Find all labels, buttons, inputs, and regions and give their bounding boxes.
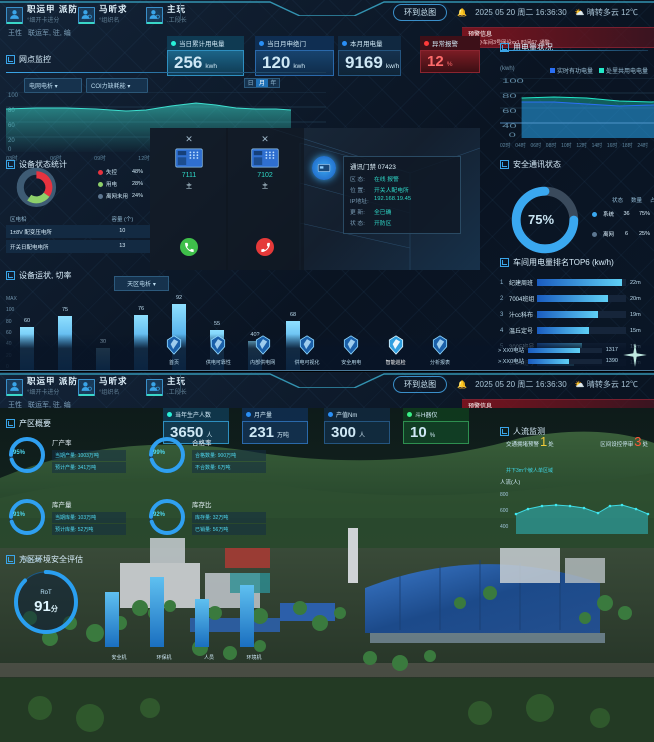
svg-text:100: 100 [502, 78, 524, 85]
svg-text:0: 0 [509, 132, 517, 138]
svg-text:60: 60 [502, 108, 517, 115]
svg-text:400: 400 [500, 524, 509, 530]
svg-text:600: 600 [500, 508, 509, 514]
svg-text:N: N [634, 344, 637, 348]
svg-text:人流(人): 人流(人) [500, 478, 520, 486]
svg-text:80: 80 [502, 93, 517, 100]
svg-text:40: 40 [502, 123, 517, 130]
svg-text:800: 800 [500, 492, 509, 498]
svg-text:100: 100 [8, 93, 19, 99]
